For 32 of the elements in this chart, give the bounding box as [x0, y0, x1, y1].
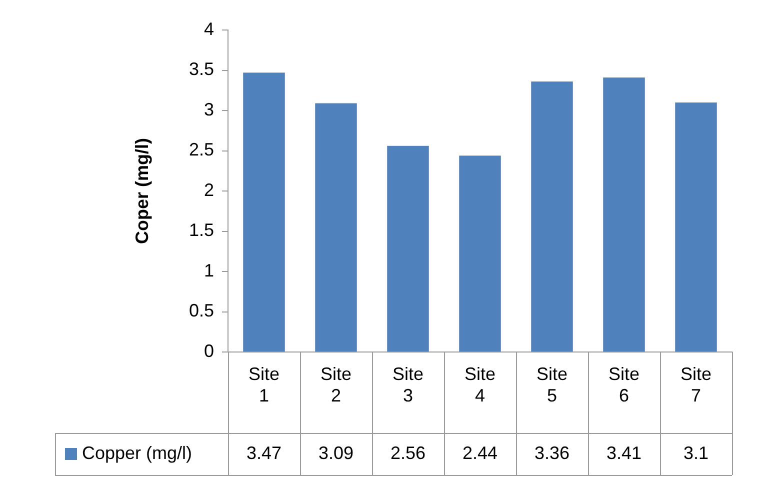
- bar: [243, 72, 285, 352]
- x-tick-label: Site 1: [248, 364, 280, 406]
- y-tick-label: 2: [204, 180, 214, 200]
- y-tick-label: 1.5: [188, 220, 214, 240]
- x-tick-label: Site 6: [608, 364, 640, 406]
- bar: [387, 146, 429, 352]
- data-label: 3.09: [318, 442, 354, 463]
- data-label: 2.44: [462, 442, 498, 463]
- data-label: 3.47: [246, 442, 282, 463]
- y-tick-label: 2.5: [188, 140, 214, 160]
- legend-label: Copper (mg/l): [82, 442, 192, 463]
- bar: [315, 103, 357, 352]
- data-label: 3.1: [683, 442, 709, 463]
- x-tick-label: Site 5: [536, 364, 568, 406]
- y-tick-label: 4: [204, 18, 214, 39]
- y-tick-label: 3: [204, 99, 214, 120]
- y-tick-label: 3.5: [188, 59, 214, 80]
- x-tick-label: Site 2: [320, 364, 352, 406]
- data-label: 3.36: [534, 442, 570, 463]
- bar: [531, 82, 573, 352]
- x-tick-label: Site 3: [392, 364, 424, 406]
- bar: [459, 156, 501, 352]
- data-label: 3.41: [606, 442, 642, 463]
- data-label: 2.56: [390, 442, 426, 463]
- y-axis-title: Coper (mg/l): [132, 138, 152, 244]
- x-tick-label: Site 4: [464, 364, 496, 406]
- y-tick-label: 0: [204, 340, 214, 361]
- x-tick-label: Site 7: [680, 364, 712, 406]
- y-tick-label: 0.5: [188, 300, 214, 321]
- bar: [603, 77, 645, 352]
- bar: [675, 102, 717, 352]
- y-tick-label: 1: [204, 260, 214, 280]
